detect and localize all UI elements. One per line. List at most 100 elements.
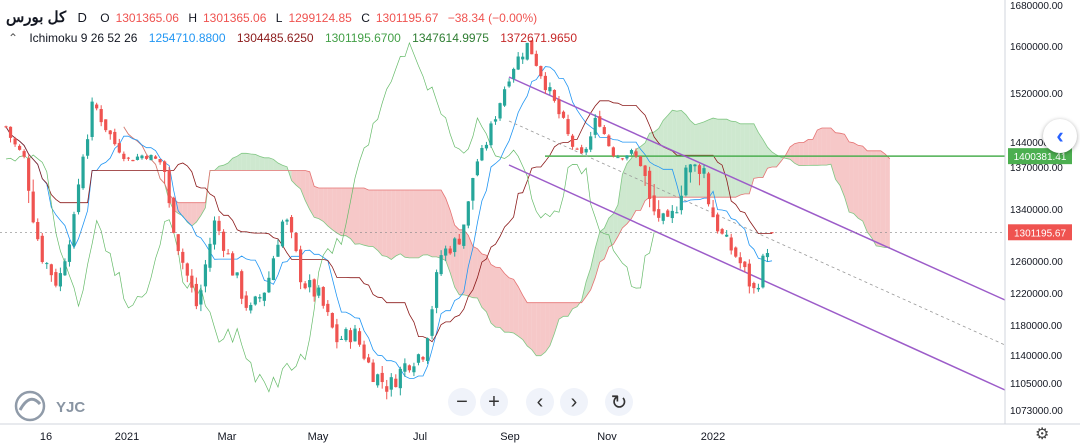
cloud-segment	[268, 157, 274, 171]
candle-body	[747, 263, 751, 287]
cloud-segment	[509, 277, 514, 333]
candle-body	[439, 255, 443, 275]
cloud-segment	[531, 302, 537, 356]
candle-body	[113, 131, 117, 145]
cloud-segment	[658, 120, 664, 198]
candle-body	[17, 145, 22, 150]
candle-body	[706, 173, 711, 205]
cloud-segment	[382, 190, 387, 257]
cloud-segment	[395, 190, 401, 257]
candle-body	[412, 366, 416, 373]
y-tick-label: 1105000.00	[1010, 379, 1063, 390]
candle-body	[444, 248, 448, 256]
lagging-span	[5, 41, 655, 393]
candle-body	[149, 154, 153, 161]
collapse-chevron-icon[interactable]: ⌃	[7, 31, 19, 45]
cloud-segment	[568, 302, 573, 317]
candle-body	[765, 253, 770, 258]
candle-body	[620, 158, 625, 160]
y-tick-label: 1370000.00	[1010, 163, 1063, 174]
cloud-segment	[803, 139, 809, 166]
cloud-segment	[740, 123, 745, 195]
cloud-segment	[336, 187, 342, 236]
cloud-segment	[450, 210, 455, 288]
cloud-segment	[513, 279, 519, 337]
zoom-out-button[interactable]: −	[448, 388, 476, 416]
candle-body	[534, 53, 538, 66]
time-axis[interactable]: 16 2021 Mar May Jul Sep Nov 2022	[40, 431, 725, 443]
candle-body	[226, 253, 230, 255]
candle-body	[752, 283, 756, 289]
candle-body	[45, 263, 49, 265]
candle-body	[629, 150, 634, 154]
candle-body	[502, 89, 507, 106]
x-tick-label: 16	[40, 431, 52, 443]
cloud-segment	[441, 190, 446, 261]
reset-chart-button[interactable]: ↻	[605, 388, 633, 416]
side-toolbar-toggle-button[interactable]: ‹	[1043, 119, 1077, 153]
conversion-line-value: 1254710.8800	[148, 31, 226, 45]
leading-span-a	[123, 109, 890, 357]
candle-body	[484, 144, 489, 149]
close-label: C	[361, 11, 370, 25]
symbol-name[interactable]: کل بورس	[6, 9, 67, 26]
zoom-in-button[interactable]: +	[480, 388, 508, 416]
cloud-segment	[481, 253, 487, 312]
ichimoku-cloud	[123, 109, 891, 357]
candle-body	[539, 66, 543, 77]
candle-body	[589, 136, 593, 150]
candle-body	[330, 313, 334, 328]
cloud-segment	[545, 302, 550, 352]
current-price-label-bg	[1008, 224, 1072, 241]
candle-body	[289, 217, 294, 233]
cloud-segment	[314, 186, 319, 219]
base-line	[5, 100, 772, 343]
candle-body	[90, 101, 94, 137]
candle-body	[561, 111, 566, 118]
candle-body	[471, 178, 475, 201]
candle-body	[190, 275, 194, 288]
candle-body	[657, 209, 661, 218]
candle-body	[462, 224, 466, 246]
scroll-left-button[interactable]: ‹	[526, 388, 554, 416]
candle-body	[348, 330, 353, 343]
candle-body	[570, 135, 575, 147]
candle-body	[249, 305, 253, 311]
candle-body	[697, 165, 702, 174]
candle-body	[371, 362, 375, 383]
cloud-segment	[341, 187, 346, 236]
candle-body	[231, 253, 235, 276]
cloud-segment	[767, 147, 772, 169]
cloud-segment	[867, 150, 872, 238]
candle-body	[720, 229, 724, 234]
candle-body	[221, 231, 226, 251]
candle-body	[702, 168, 706, 174]
candle-body	[99, 109, 103, 123]
cloud-segment	[241, 153, 247, 171]
candle-body	[153, 156, 158, 159]
cloud-segment	[373, 190, 378, 251]
candle-body	[543, 75, 547, 91]
scroll-right-button[interactable]: ›	[560, 388, 588, 416]
cloud-segment	[463, 229, 469, 297]
conversion-line	[5, 66, 773, 379]
cloud-segment	[377, 190, 383, 256]
timeframe-label[interactable]: D	[77, 10, 87, 25]
cloud-segment	[409, 190, 414, 258]
cloud-segment	[590, 248, 596, 290]
parallel-channel[interactable]	[0, 76, 1006, 391]
cloud-segment	[549, 302, 555, 346]
cloud-segment	[853, 142, 859, 219]
cloud-segment	[477, 248, 482, 308]
cloud-segment	[749, 123, 754, 194]
indicator-name[interactable]: Ichimoku 9 26 52 26	[29, 31, 138, 45]
candle-body	[317, 287, 321, 296]
watermark-logo: YJC	[8, 384, 118, 426]
cloud-segment	[540, 302, 546, 356]
settings-gear-icon[interactable]: ⚙	[1035, 426, 1050, 443]
candle-body	[734, 247, 738, 257]
candle-body	[258, 297, 262, 299]
cloud-segment	[427, 190, 433, 257]
price-axis[interactable]: 1680000.00 1600000.00 1520000.00 1440000.00…	[1010, 1, 1063, 417]
